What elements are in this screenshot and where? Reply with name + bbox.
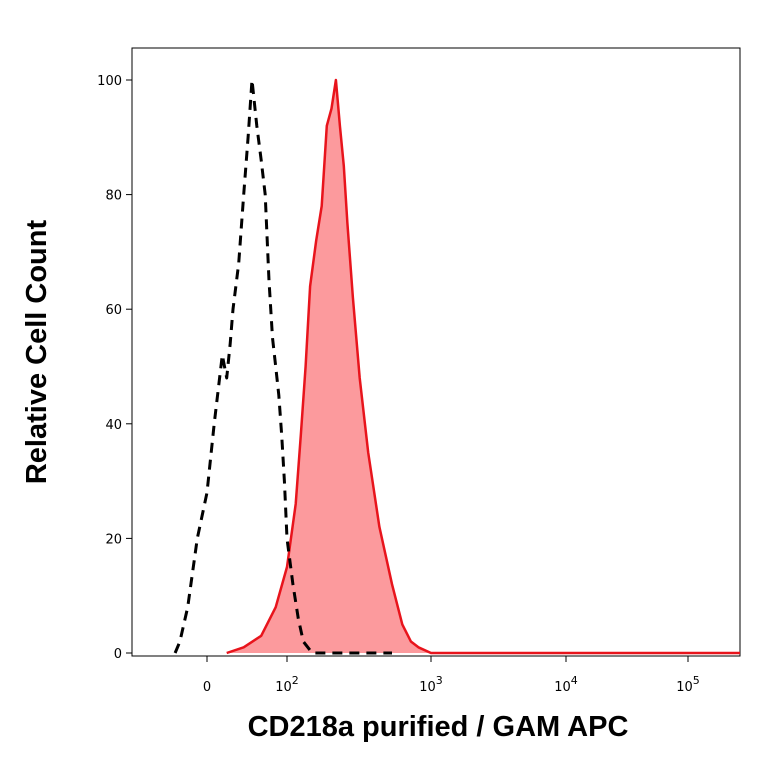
stained-histogram-fill xyxy=(226,80,740,653)
control-histogram-line xyxy=(173,78,392,655)
y-tick-label: 100 xyxy=(97,74,122,89)
x-tick-label: 0 xyxy=(203,680,211,695)
x-tick-label: 105 xyxy=(676,674,700,695)
y-tick-label: 20 xyxy=(105,532,122,547)
stained-histogram-line xyxy=(226,78,740,655)
series-layer xyxy=(173,78,740,655)
y-tick-label: 0 xyxy=(114,647,122,662)
y-tick-label: 40 xyxy=(105,418,122,433)
x-axis-title: CD218a purified / GAM APC xyxy=(248,711,629,743)
x-tick-label: 102 xyxy=(275,674,299,695)
x-tick-label: 103 xyxy=(419,674,443,695)
y-axis-title: Relative Cell Count xyxy=(21,220,53,485)
y-tick-label: 60 xyxy=(105,303,122,318)
ticks-layer: 0 20 40 60 80 100 0 102 103 104 105 xyxy=(97,74,700,695)
y-tick-label: 80 xyxy=(105,189,122,204)
plot-frame xyxy=(131,47,741,657)
x-tick-label: 104 xyxy=(554,674,578,695)
